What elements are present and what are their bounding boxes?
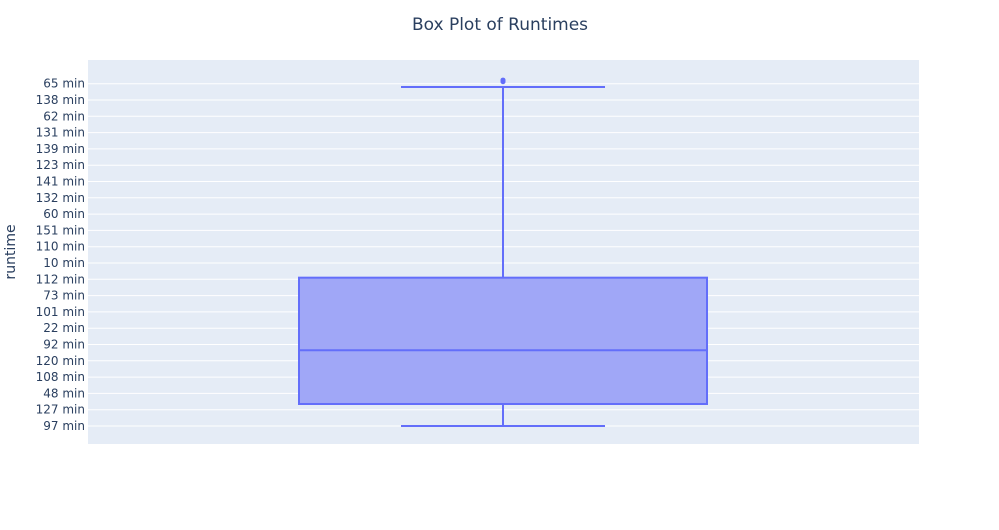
- y-tick-label: 73 min: [43, 289, 85, 303]
- y-tick-label: 92 min: [43, 338, 85, 352]
- y-axis-label: runtime: [3, 224, 19, 279]
- y-tick-label: 60 min: [43, 207, 85, 221]
- outlier-point: [500, 77, 506, 83]
- y-tick-label: 97 min: [43, 419, 85, 433]
- y-tick-label: 110 min: [36, 240, 85, 254]
- box-iqr: [298, 276, 708, 405]
- y-tick-label: 101 min: [36, 305, 85, 319]
- y-tick-label: 123 min: [36, 158, 85, 172]
- y-tick-label: 131 min: [36, 126, 85, 140]
- y-tick-label: 151 min: [36, 223, 85, 237]
- box-plot: [298, 77, 708, 427]
- y-tick-label: 112 min: [36, 272, 85, 286]
- chart-title: Box Plot of Runtimes: [412, 15, 588, 35]
- y-tick-label: 62 min: [43, 109, 85, 123]
- y-tick-label: 127 min: [36, 403, 85, 417]
- y-tick-label: 120 min: [36, 354, 85, 368]
- y-tick-label: 141 min: [36, 175, 85, 189]
- y-tick-label: 108 min: [36, 370, 85, 384]
- y-tick-label: 132 min: [36, 191, 85, 205]
- y-tick-label: 139 min: [36, 142, 85, 156]
- y-tick-label: 22 min: [43, 321, 85, 335]
- y-axis-ticks: 97 min 127 min 48 min 108 min 120 min 92 min 2…: [36, 77, 85, 433]
- y-tick-label: 10 min: [43, 256, 85, 270]
- y-tick-label: 48 min: [43, 386, 85, 400]
- y-tick-label: 138 min: [36, 93, 85, 107]
- y-tick-label: 65 min: [43, 77, 85, 91]
